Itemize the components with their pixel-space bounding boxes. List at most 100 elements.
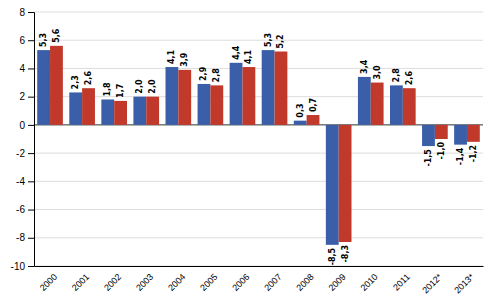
tick: 2001 <box>70 272 91 293</box>
bar <box>210 85 223 125</box>
data-label: 4,1 <box>244 49 253 64</box>
tick: 4 <box>19 63 34 74</box>
bar <box>242 67 255 125</box>
tick-label: 6 <box>19 35 25 46</box>
bar <box>262 50 275 125</box>
bars <box>37 46 480 245</box>
bar <box>165 67 178 125</box>
data-label: 3,4 <box>360 59 369 74</box>
tick-mark <box>28 68 34 69</box>
tick: 2013* <box>452 271 476 295</box>
tick: -10 <box>11 261 34 272</box>
data-label: 2,8 <box>392 68 401 83</box>
tick: 2011 <box>391 272 412 293</box>
data-label: 4,4 <box>232 45 241 60</box>
tick-label: 2011 <box>391 272 412 293</box>
tick-mark <box>28 238 34 239</box>
bar <box>454 125 467 145</box>
data-label: -8,3 <box>341 245 350 263</box>
tick-label: 2008 <box>294 272 315 293</box>
tick: 0 <box>19 120 34 131</box>
tick-label: 2006 <box>230 272 251 293</box>
bar <box>146 97 159 125</box>
data-labels: 5,32,31,82,04,12,94,45,30,3-8,53,42,8-1,… <box>39 28 478 265</box>
data-label: 3,9 <box>180 52 189 67</box>
bar <box>37 50 50 125</box>
tick: 2002 <box>102 272 123 293</box>
grid-line <box>34 40 483 41</box>
tick-label: 2007 <box>262 272 283 293</box>
tick: 2004 <box>166 272 187 293</box>
tick-label: 2005 <box>198 272 219 293</box>
series <box>50 46 480 242</box>
bar <box>358 77 371 125</box>
tick: 2007 <box>262 272 283 293</box>
bar <box>435 125 448 139</box>
tick: 2 <box>19 91 34 102</box>
tick-label: 4 <box>19 63 25 74</box>
axis-line <box>28 13 35 267</box>
tick-label: 0 <box>19 120 25 131</box>
tick-label: 2002 <box>102 272 123 293</box>
data-label: 5,6 <box>52 28 61 43</box>
tick-label: -4 <box>16 176 25 187</box>
grid-line <box>34 181 483 182</box>
bar <box>339 125 352 242</box>
bar <box>230 63 243 125</box>
bar <box>114 101 127 125</box>
grid-line <box>34 266 483 267</box>
data-label: 0,3 <box>296 103 305 117</box>
bar <box>101 99 114 124</box>
bar <box>275 52 288 125</box>
data-label: 0,7 <box>309 98 318 112</box>
tick-label: 2009 <box>326 272 347 293</box>
chart: -10-8-6-4-202468200020012002200320042005… <box>0 0 493 304</box>
bar <box>50 46 63 125</box>
tick: 2009 <box>326 272 347 293</box>
data-label: 2,3 <box>71 75 80 89</box>
tick-mark <box>28 125 34 126</box>
grid <box>34 12 483 266</box>
data-label: 5,2 <box>276 34 285 48</box>
data-label: 2,0 <box>148 79 157 94</box>
tick-label: 2001 <box>70 272 91 293</box>
tick-label: 2 <box>19 91 25 102</box>
tick-label: 2013* <box>452 271 476 295</box>
bar <box>69 92 82 124</box>
tick: 2005 <box>198 272 219 293</box>
bar <box>467 125 480 142</box>
bar <box>326 125 339 245</box>
data-label: -1,4 <box>456 147 465 165</box>
data-label: 2,9 <box>199 66 208 81</box>
data-label: 3,0 <box>373 65 382 80</box>
bar <box>133 97 146 125</box>
tick-mark <box>28 153 34 154</box>
tick: 2006 <box>230 272 251 293</box>
bar <box>390 85 403 125</box>
tick-label: 2003 <box>134 272 155 293</box>
grid-line <box>34 153 483 154</box>
x-axis: 2000 2001 2002 2003 2004 2005 2006 2007 2008 2009… <box>35 267 484 296</box>
y-axis: -10-8-6-4-202468 <box>11 7 35 272</box>
tick: 2003 <box>134 272 155 293</box>
tick-mark <box>28 12 34 13</box>
tick: 6 <box>19 35 34 46</box>
tick: -4 <box>16 176 34 187</box>
bar <box>82 88 95 125</box>
bar <box>307 115 320 125</box>
series <box>37 50 467 245</box>
tick: 2012* <box>420 271 444 295</box>
tick: -2 <box>16 148 34 159</box>
tick: 2010 <box>359 272 380 293</box>
tick: 8 <box>19 7 34 18</box>
tick-label: 2000 <box>38 272 59 293</box>
data-label: 5,3 <box>39 33 48 47</box>
tick-label: 2012* <box>420 271 444 295</box>
tick-mark <box>28 97 34 98</box>
data-label: 2,6 <box>84 71 93 86</box>
data-label: 5,3 <box>264 33 273 47</box>
tick-label: 2004 <box>166 272 187 293</box>
grid-line <box>34 68 483 69</box>
tick-label: -2 <box>16 148 25 159</box>
data-label: 2,0 <box>135 79 144 94</box>
